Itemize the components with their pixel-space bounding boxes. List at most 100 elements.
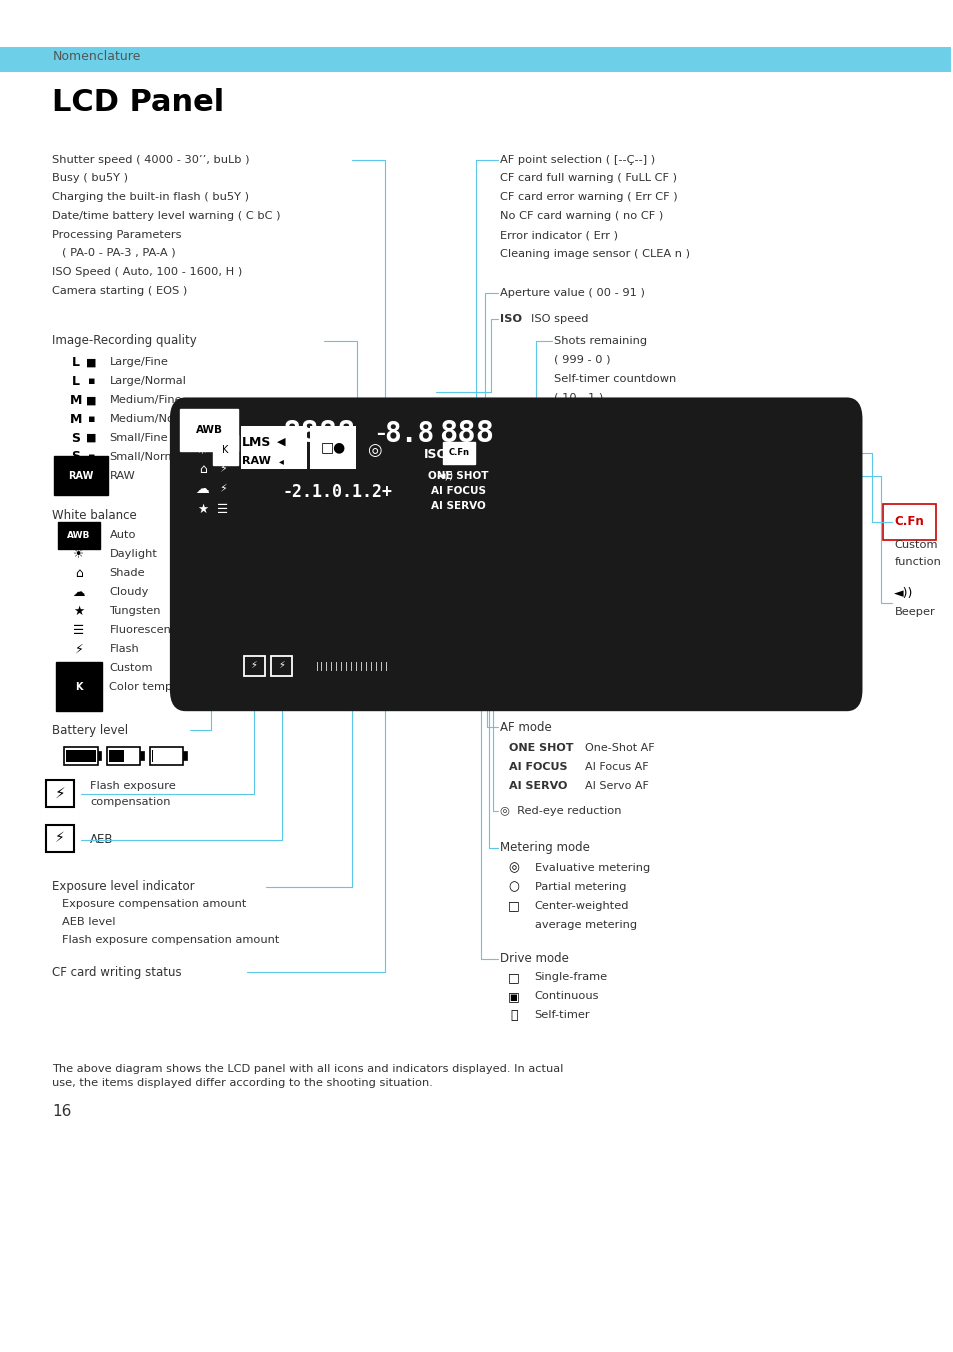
Text: Metering mode: Metering mode xyxy=(499,841,589,854)
Text: ◂: ◂ xyxy=(279,456,284,466)
Text: ⚡: ⚡ xyxy=(54,786,65,802)
Text: 16: 16 xyxy=(52,1103,71,1119)
Text: ISO: ISO xyxy=(423,448,447,461)
Text: RAW: RAW xyxy=(242,456,271,466)
Text: AI FOCUS: AI FOCUS xyxy=(509,761,567,772)
Text: Exposure compensation amount: Exposure compensation amount xyxy=(62,899,246,910)
Text: Charging the built-in flash ( bu5Y ): Charging the built-in flash ( bu5Y ) xyxy=(52,192,249,203)
Text: Cleaning image sensor ( CLEA n ): Cleaning image sensor ( CLEA n ) xyxy=(499,249,689,260)
Text: Custom: Custom xyxy=(894,539,937,550)
Text: Exposure level indicator: Exposure level indicator xyxy=(52,880,194,894)
Text: average metering: average metering xyxy=(535,919,637,930)
Text: □: □ xyxy=(73,661,85,675)
Text: Bulb exposure time: Bulb exposure time xyxy=(553,411,664,422)
Text: C.Fn: C.Fn xyxy=(449,449,470,457)
Text: ( 0 - 999 ): ( 0 - 999 ) xyxy=(553,430,610,441)
Text: ■: ■ xyxy=(86,433,96,443)
FancyBboxPatch shape xyxy=(310,426,355,469)
Text: AI FOCUS: AI FOCUS xyxy=(431,485,486,496)
Text: ONE SHOT: ONE SHOT xyxy=(428,470,488,481)
FancyBboxPatch shape xyxy=(225,662,229,671)
Text: Shade: Shade xyxy=(110,568,145,579)
Text: Center-weighted: Center-weighted xyxy=(535,900,629,911)
Text: AI Focus AF: AI Focus AF xyxy=(584,761,648,772)
FancyBboxPatch shape xyxy=(97,752,101,760)
Text: ★: ★ xyxy=(197,503,208,516)
Text: Single-frame: Single-frame xyxy=(535,972,607,983)
Text: ▪: ▪ xyxy=(88,376,95,387)
FancyBboxPatch shape xyxy=(140,752,144,760)
Text: K: K xyxy=(222,445,229,456)
Text: Shots remaining: Shots remaining xyxy=(553,335,646,346)
Text: Battery level: Battery level xyxy=(52,723,129,737)
Text: ⌛: ⌛ xyxy=(510,1009,517,1022)
Text: Beeper: Beeper xyxy=(894,607,934,618)
Text: Continuous: Continuous xyxy=(535,991,598,1002)
Text: Color temperature: Color temperature xyxy=(110,681,214,692)
FancyBboxPatch shape xyxy=(443,442,475,464)
Text: AWB: AWB xyxy=(68,531,91,539)
Text: CF card error warning ( Err CF ): CF card error warning ( Err CF ) xyxy=(499,192,677,203)
Text: ⌂: ⌂ xyxy=(198,462,207,476)
Text: One-Shot AF: One-Shot AF xyxy=(584,742,654,753)
Text: 8888: 8888 xyxy=(282,419,355,449)
Text: AEB: AEB xyxy=(91,833,113,846)
Text: Flash: Flash xyxy=(110,644,139,654)
Text: □●: □● xyxy=(320,441,345,454)
Text: Self-timer countdown: Self-timer countdown xyxy=(553,373,676,384)
Text: Fluorescent: Fluorescent xyxy=(110,625,175,635)
Text: AEB level: AEB level xyxy=(62,917,115,927)
Text: L: L xyxy=(72,375,80,388)
Text: Small/Fine: Small/Fine xyxy=(110,433,168,443)
Text: Aperture value ( 00 - 91 ): Aperture value ( 00 - 91 ) xyxy=(499,288,643,299)
Text: ▪: ▪ xyxy=(88,452,95,462)
Text: Tungsten: Tungsten xyxy=(110,606,161,617)
Text: ◎  Red-eye reduction: ◎ Red-eye reduction xyxy=(499,806,620,817)
Text: Camera starting ( EOS ): Camera starting ( EOS ) xyxy=(52,285,188,296)
Text: ☀: ☀ xyxy=(197,443,208,457)
Text: Processing Parameters: Processing Parameters xyxy=(52,230,182,241)
Text: □: □ xyxy=(507,971,519,984)
FancyBboxPatch shape xyxy=(0,47,950,72)
Text: ◄)): ◄)) xyxy=(894,587,913,600)
Text: ☰: ☰ xyxy=(73,623,85,637)
Text: ⚡: ⚡ xyxy=(55,831,65,845)
Text: Auto: Auto xyxy=(110,530,135,541)
Text: Medium/Fine: Medium/Fine xyxy=(110,395,182,406)
Text: ⚡: ⚡ xyxy=(74,642,83,656)
Text: ■: ■ xyxy=(86,357,96,368)
Text: -2.1.0.1.2+: -2.1.0.1.2+ xyxy=(282,483,393,502)
FancyBboxPatch shape xyxy=(240,426,307,469)
Text: Busy ( bu5Y ): Busy ( bu5Y ) xyxy=(52,173,129,184)
Text: M: M xyxy=(70,412,82,426)
Text: Date/time battery level warning ( C bC ): Date/time battery level warning ( C bC ) xyxy=(52,211,280,222)
Text: ⌂: ⌂ xyxy=(75,566,83,580)
Text: Nomenclature: Nomenclature xyxy=(52,50,140,64)
Text: Partial metering: Partial metering xyxy=(535,882,625,892)
Text: ( 10 - 1 ): ( 10 - 1 ) xyxy=(553,392,602,403)
Text: ISO speed: ISO speed xyxy=(531,314,588,324)
Text: LCD Panel: LCD Panel xyxy=(52,88,224,118)
FancyBboxPatch shape xyxy=(198,661,218,671)
Text: Self-timer: Self-timer xyxy=(535,1010,590,1021)
Text: Evaluative metering: Evaluative metering xyxy=(535,863,649,873)
FancyBboxPatch shape xyxy=(183,752,187,760)
FancyBboxPatch shape xyxy=(152,749,153,763)
Text: K: K xyxy=(75,681,83,692)
Text: ◄)): ◄)) xyxy=(436,470,454,481)
Text: ◀: ◀ xyxy=(277,437,286,448)
Text: ⚡: ⚡ xyxy=(218,484,226,495)
Text: ▣: ▣ xyxy=(507,990,519,1003)
Text: ISO: ISO xyxy=(499,314,521,324)
Text: ▪: ▪ xyxy=(88,414,95,425)
FancyBboxPatch shape xyxy=(172,399,861,710)
Text: ⚡: ⚡ xyxy=(218,464,226,475)
Text: CF card writing status: CF card writing status xyxy=(52,965,182,979)
Text: The above diagram shows the LCD panel with all icons and indicators displayed. I: The above diagram shows the LCD panel wi… xyxy=(52,1064,563,1088)
FancyBboxPatch shape xyxy=(109,749,124,763)
Text: ◎: ◎ xyxy=(366,441,381,460)
FancyBboxPatch shape xyxy=(66,749,95,763)
Text: ☰: ☰ xyxy=(216,503,228,516)
Text: White balance: White balance xyxy=(52,508,137,522)
Text: RAW: RAW xyxy=(68,470,93,481)
